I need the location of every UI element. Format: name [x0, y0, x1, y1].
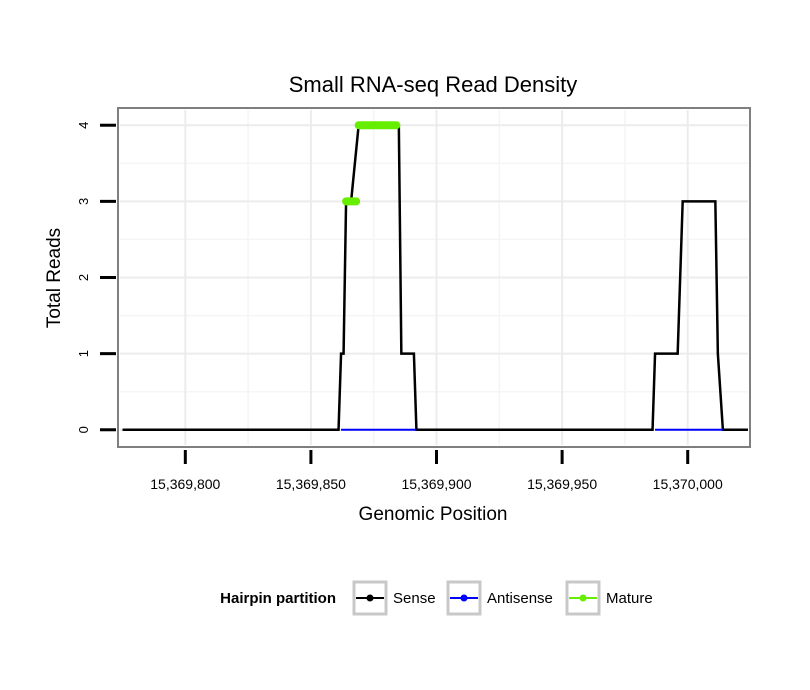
legend-dot-antisense: [460, 594, 468, 602]
x-tick-label: 15,369,800: [150, 476, 220, 492]
y-tick-label: 4: [76, 122, 91, 129]
legend-label-antisense: Antisense: [487, 590, 553, 607]
chart-title: Small RNA-seq Read Density: [289, 72, 578, 97]
series-sense-line: [122, 123, 748, 432]
y-axis-label: Total Reads: [44, 228, 65, 328]
y-tick-label: 0: [76, 426, 91, 433]
series-layer: [122, 121, 748, 432]
y-tick-label: 3: [76, 198, 91, 205]
y-tick-label: 1: [76, 350, 91, 357]
legend-dot-sense: [366, 594, 374, 602]
legend-item-mature: Mature: [565, 580, 653, 616]
x-tick-label: 15,369,900: [401, 476, 471, 492]
legend-item-sense: Sense: [352, 580, 436, 616]
legend-label-mature: Mature: [606, 590, 653, 607]
x-tick-label: 15,370,000: [653, 476, 723, 492]
legend-label-sense: Sense: [393, 590, 436, 607]
x-tick-label: 15,369,950: [527, 476, 597, 492]
legend: Hairpin partition Sense Antisense Mature: [220, 580, 653, 616]
x-axis-label: Genomic Position: [359, 504, 508, 525]
legend-dot-mature: [579, 594, 587, 602]
y-tick-label: 2: [76, 274, 91, 281]
axis-ticks: 15,369,800 15,369,850 15,369,900 15,369,950…: [76, 122, 723, 492]
legend-item-antisense: Antisense: [446, 580, 553, 616]
legend-title: Hairpin partition: [220, 590, 336, 607]
x-tick-label: 15,369,850: [276, 476, 346, 492]
